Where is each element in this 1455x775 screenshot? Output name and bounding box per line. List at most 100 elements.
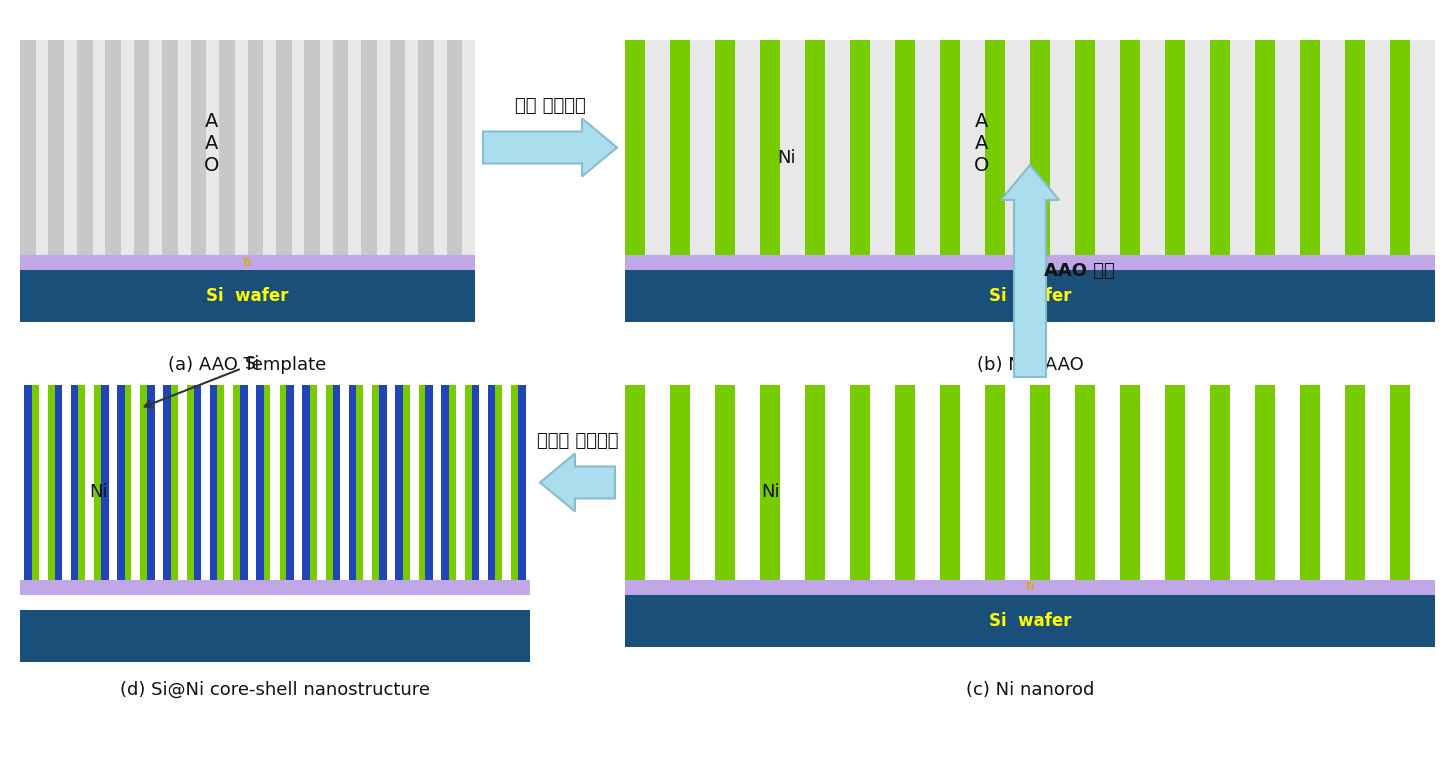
Bar (1030, 385, 1051, 580)
Bar (850, 385, 870, 580)
Bar (163, 385, 201, 580)
Bar (1320, 40, 1344, 255)
Bar (20, 40, 474, 255)
Bar (1120, 385, 1141, 580)
Bar (20, 385, 530, 580)
Bar (626, 40, 1435, 255)
Bar (349, 385, 387, 580)
Bar (626, 385, 645, 580)
Bar (1299, 40, 1320, 255)
Bar (1256, 40, 1275, 255)
Bar (263, 40, 276, 255)
Bar (409, 385, 419, 580)
Bar (20, 610, 530, 662)
Bar (207, 40, 220, 255)
Bar (870, 40, 895, 255)
Bar (1075, 385, 1096, 580)
Bar (645, 40, 669, 255)
Bar (1075, 40, 1096, 255)
Bar (1211, 40, 1231, 255)
Text: (d) Si@Ni core-shell nanostructure: (d) Si@Ni core-shell nanostructure (119, 681, 431, 699)
Bar (825, 40, 850, 255)
Bar (256, 385, 294, 580)
Bar (291, 40, 304, 255)
Bar (20, 255, 474, 270)
Bar (1275, 40, 1299, 255)
Bar (805, 385, 825, 580)
Text: Si  wafer: Si wafer (207, 287, 288, 305)
Bar (1299, 385, 1320, 580)
Bar (915, 40, 940, 255)
Bar (626, 595, 1435, 647)
Bar (406, 40, 418, 255)
Bar (178, 40, 191, 255)
Bar (760, 385, 780, 580)
Bar (760, 40, 780, 255)
Bar (850, 40, 870, 255)
Bar (1211, 385, 1231, 580)
Bar (234, 40, 247, 255)
Text: Ti: Ti (1024, 583, 1035, 593)
Bar (32, 385, 55, 580)
Bar (116, 385, 154, 580)
Bar (1030, 40, 1051, 255)
Bar (495, 385, 518, 580)
Bar (348, 40, 361, 255)
Bar (1120, 40, 1141, 255)
Bar (463, 40, 474, 255)
Bar (93, 40, 105, 255)
Text: Ni: Ni (777, 150, 796, 167)
Text: Ti: Ti (243, 257, 253, 267)
Bar (895, 40, 915, 255)
Bar (940, 40, 960, 255)
Bar (669, 40, 690, 255)
Bar (320, 40, 333, 255)
Bar (940, 385, 960, 580)
Text: (b) Ni@AAO: (b) Ni@AAO (976, 356, 1084, 374)
Bar (1365, 40, 1390, 255)
Bar (39, 385, 48, 580)
Bar (20, 270, 474, 322)
Bar (626, 270, 1435, 322)
Bar (217, 385, 240, 580)
Text: 니켈 전기도금: 니켈 전기도금 (515, 97, 585, 115)
Bar (960, 40, 985, 255)
Bar (125, 385, 147, 580)
Bar (170, 385, 194, 580)
Bar (263, 385, 287, 580)
Bar (79, 385, 100, 580)
Text: Ni: Ni (90, 484, 108, 501)
Bar (735, 40, 760, 255)
FancyArrow shape (540, 453, 615, 512)
Text: 실리콘 전기도금: 실리콘 전기도금 (537, 432, 618, 449)
Bar (626, 255, 1435, 270)
Bar (1410, 40, 1435, 255)
Bar (805, 40, 825, 255)
Bar (714, 40, 735, 255)
Bar (70, 385, 109, 580)
Bar (1165, 385, 1186, 580)
Bar (985, 40, 1005, 255)
Text: A
A
O: A A O (973, 112, 989, 174)
Bar (1141, 40, 1165, 255)
Text: AAO 제거: AAO 제거 (1043, 262, 1115, 280)
Bar (377, 40, 390, 255)
Bar (131, 385, 141, 580)
Bar (1344, 385, 1365, 580)
Bar (1256, 385, 1275, 580)
Bar (64, 40, 77, 255)
Bar (626, 40, 645, 255)
Bar (1231, 40, 1256, 255)
Text: Si  wafer: Si wafer (989, 287, 1071, 305)
FancyArrow shape (1001, 165, 1059, 377)
Bar (403, 385, 425, 580)
Bar (84, 385, 95, 580)
Bar (317, 385, 326, 580)
Bar (1390, 385, 1410, 580)
Bar (1344, 40, 1365, 255)
Bar (303, 385, 340, 580)
Bar (626, 385, 1435, 580)
Bar (1051, 40, 1075, 255)
Bar (1005, 40, 1030, 255)
Text: Ni: Ni (761, 484, 780, 501)
